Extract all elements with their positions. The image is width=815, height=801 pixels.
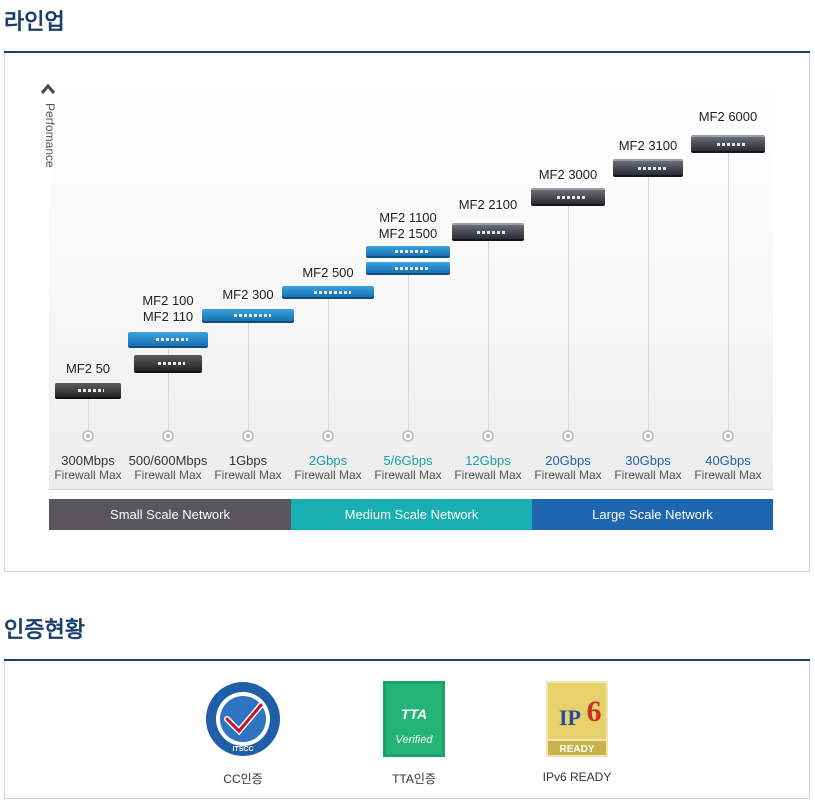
model-marker-dot	[82, 430, 94, 442]
model-marker-dot	[162, 430, 174, 442]
model-stem	[88, 399, 89, 431]
throughput-caption: Firewall Max	[294, 468, 362, 482]
appliance-image	[691, 135, 765, 153]
model-label: MF2 500	[302, 265, 354, 280]
certification-panel: ITSCC CC인증 TTA Verified TTA인증 IP 6 READY…	[4, 661, 810, 799]
model-marker-dot	[722, 430, 734, 442]
appliance-image	[134, 355, 202, 373]
model-marker-dot	[562, 430, 574, 442]
band-label: Medium Scale Network	[344, 507, 479, 522]
tta-logo-icon: TTA Verified	[383, 681, 445, 757]
lineup-panel: Perfomance MF2 50 MF2 100 MF2 110 MF2 300 MF…	[4, 53, 810, 572]
itscc-logo-icon: ITSCC	[206, 682, 280, 756]
throughput-caption: Firewall Max	[694, 468, 762, 482]
band-small-scale: Small Scale Network	[49, 499, 291, 530]
model-marker-dot	[242, 430, 254, 442]
lineup-divider	[4, 51, 810, 53]
appliance-image	[613, 159, 683, 177]
throughput-caption: Firewall Max	[534, 468, 602, 482]
band-medium-scale: Medium Scale Network	[291, 499, 532, 530]
model-stem	[328, 299, 329, 431]
model-stem	[488, 239, 489, 431]
certification-divider	[4, 659, 810, 661]
appliance-image	[282, 286, 374, 299]
performance-axis-label: Perfomance	[43, 103, 57, 168]
chart-baseline	[49, 489, 773, 490]
model-marker-dot	[482, 430, 494, 442]
cert-ipv6: IP 6 READY IPv6 READY	[517, 681, 637, 784]
cert-caption: IPv6 READY	[542, 770, 612, 784]
model-label: MF2 300	[222, 287, 274, 302]
throughput-value: 2Gbps	[308, 453, 348, 468]
appliance-image	[366, 262, 450, 275]
model-label: MF2 3000	[538, 167, 598, 182]
model-label: MF2 3100	[618, 138, 678, 153]
throughput-label: 1Gbps Firewall Max	[203, 453, 293, 482]
model-marker-dot	[402, 430, 414, 442]
throughput-value: 20Gbps	[545, 453, 591, 468]
throughput-caption: Firewall Max	[214, 468, 282, 482]
certification-title: 인증현황	[4, 618, 85, 643]
throughput-value: 40Gbps	[705, 453, 751, 468]
model-label: MF2 100 MF2 110	[142, 293, 194, 324]
throughput-label: 2Gbps Firewall Max	[283, 453, 373, 482]
band-label: Large Scale Network	[592, 507, 713, 522]
svg-text:Verified: Verified	[396, 734, 434, 746]
band-label: Small Scale Network	[110, 507, 230, 522]
model-marker-dot	[642, 430, 654, 442]
throughput-value: 1Gbps	[228, 453, 268, 468]
throughput-label: 20Gbps Firewall Max	[523, 453, 613, 482]
svg-text:TTA: TTA	[401, 706, 427, 722]
model-marker-dot	[322, 430, 334, 442]
ipv6-ready-logo-icon: IP 6 READY	[546, 681, 608, 757]
throughput-value: 500/600Mbps	[128, 453, 208, 468]
throughput-caption: Firewall Max	[54, 468, 122, 482]
lineup-title: 라인업	[4, 10, 65, 35]
model-stem	[168, 349, 169, 431]
model-label: MF2 1100 MF2 1500	[378, 210, 438, 241]
svg-text:6: 6	[587, 695, 602, 728]
throughput-label: 40Gbps Firewall Max	[683, 453, 773, 482]
band-large-scale: Large Scale Network	[532, 499, 773, 530]
throughput-caption: Firewall Max	[374, 468, 442, 482]
throughput-label: 5/6Gbps Firewall Max	[363, 453, 453, 482]
svg-text:IP: IP	[559, 705, 581, 730]
throughput-caption: Firewall Max	[454, 468, 522, 482]
throughput-label: 500/600Mbps Firewall Max	[123, 453, 213, 482]
appliance-image	[202, 309, 294, 323]
svg-text:ITSCC: ITSCC	[233, 746, 254, 753]
throughput-value: 300Mbps	[61, 453, 115, 468]
throughput-label: 12Gbps Firewall Max	[443, 453, 533, 482]
throughput-value: 12Gbps	[465, 453, 511, 468]
appliance-image	[531, 188, 605, 206]
cert-caption: TTA인증	[392, 772, 436, 786]
model-stem	[568, 204, 569, 431]
throughput-value: 30Gbps	[625, 453, 671, 468]
throughput-caption: Firewall Max	[614, 468, 682, 482]
appliance-image	[55, 383, 121, 399]
chart-background	[49, 83, 773, 489]
cert-cc: ITSCC CC인증	[183, 681, 303, 787]
model-label: MF2 50	[65, 361, 111, 376]
throughput-label: 300Mbps Firewall Max	[43, 453, 133, 482]
svg-text:READY: READY	[559, 744, 594, 755]
chevron-up-icon	[41, 83, 55, 94]
cert-caption: CC인증	[223, 772, 263, 786]
throughput-value: 5/6Gbps	[383, 453, 433, 468]
appliance-image	[452, 223, 524, 241]
throughput-caption: Firewall Max	[134, 468, 202, 482]
model-stem	[248, 323, 249, 431]
model-label: MF2 2100	[458, 197, 518, 212]
appliance-image	[366, 246, 450, 258]
appliance-image	[128, 332, 208, 348]
model-stem	[408, 275, 409, 431]
model-label: MF2 6000	[698, 109, 758, 124]
model-stem	[728, 151, 729, 431]
throughput-label: 30Gbps Firewall Max	[603, 453, 693, 482]
cert-tta: TTA Verified TTA인증	[354, 681, 474, 787]
model-stem	[648, 175, 649, 431]
